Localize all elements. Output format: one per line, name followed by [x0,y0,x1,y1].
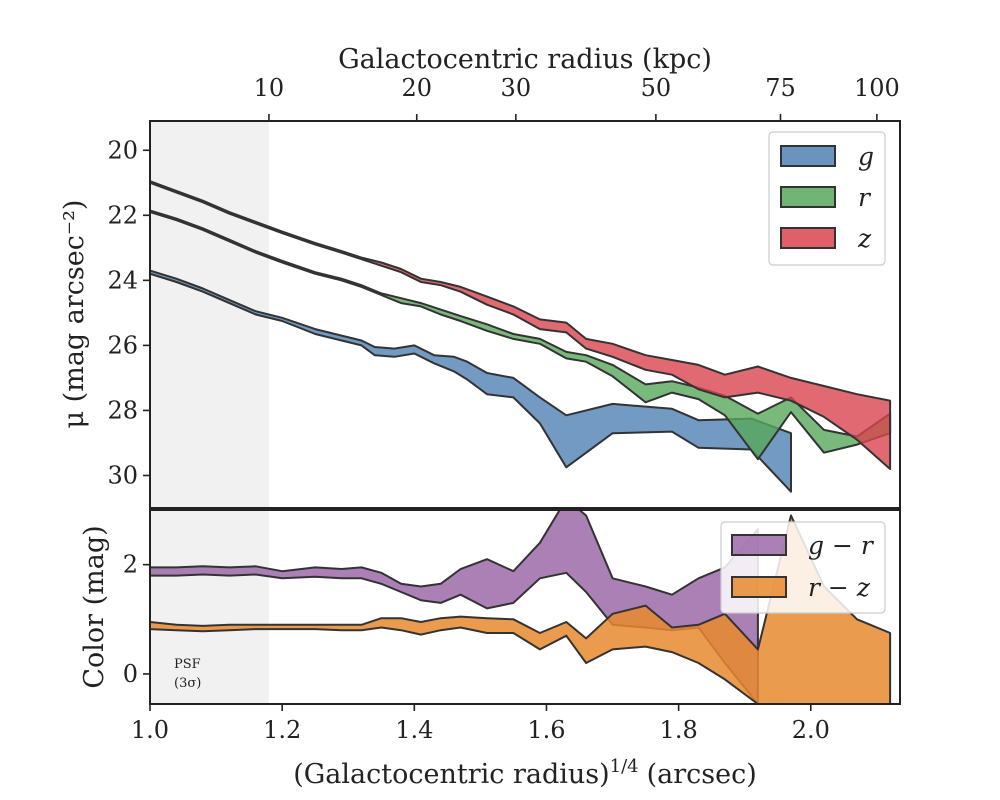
x-tick-label: 1.6 [527,716,565,744]
top-legend: grz [768,131,886,266]
legend-label-r-minus-z: r − z [808,573,871,602]
psf-annotation-label: PSF [174,657,201,672]
kpc-tick-label: 50 [641,74,672,102]
top-y-tick-label: 20 [107,136,138,164]
bottom-y-axis-title: Color (mag) [79,525,110,688]
bottom-legend: g − r r − z [720,521,886,614]
x-axis-title-main: (Galactocentric radius) [293,759,609,790]
bottom-panel-frame [149,509,901,705]
psf-shaded-region-bottom [150,510,269,704]
top-y-tick-label: 26 [107,331,138,359]
legend-label-r: r [858,183,872,212]
legend-swatch-g [780,145,836,167]
kpc-tick-label: 100 [854,74,900,102]
band-r-minus-z [150,514,892,704]
bottom-y-tick-label: 0 [123,660,138,688]
legend-label-g-minus-r: g − r [808,531,875,560]
bottom-y-tick-label: 2 [123,551,138,579]
x-tick-label: 2.0 [792,716,830,744]
surface-brightness-panel: 20 22 24 26 28 30 10 20 30 50 75 100 Galactocentri… [59,44,901,509]
legend-swatch-z [780,227,836,249]
kpc-tick-label: 75 [765,74,796,102]
band-g [150,269,792,493]
x-tick-label: 1.2 [263,716,301,744]
top-y-tick-label: 28 [107,396,138,424]
x-axis-title: (Galactocentric radius)1/4 (arcsec) [293,756,757,790]
legend-swatch-r [780,186,836,208]
kpc-tick-label: 10 [254,74,285,102]
x-axis-title-sup: 1/4 [610,756,639,777]
legend-swatch-g-minus-r [731,534,787,556]
top-axis-title: Galactocentric radius (kpc) [338,44,712,75]
color-panel: 0 2 1.0 1.2 1.4 1.6 1.8 2.0 Color (mag) (Galac… [79,509,901,790]
kpc-tick-label: 20 [401,74,432,102]
top-y-axis-title: μ (mag arcsec⁻²) [59,200,90,429]
psf-annotation-sigma: (3σ) [174,676,201,691]
band-z [150,180,892,470]
legend-swatch-r-minus-z [731,576,787,598]
psf-shaded-region-top [150,121,269,508]
top-y-tick-label: 24 [107,266,138,294]
legend-label-g: g [858,142,874,171]
top-y-tick-label: 22 [107,201,138,229]
legend-label-z: z [857,224,872,253]
kpc-tick-label: 30 [501,74,532,102]
x-axis-title-unit: (arcsec) [647,759,757,790]
x-tick-label: 1.8 [660,716,698,744]
top-panel-frame [149,120,901,509]
x-tick-label: 1.0 [131,716,169,744]
x-tick-label: 1.4 [395,716,433,744]
top-y-tick-label: 30 [107,461,138,489]
